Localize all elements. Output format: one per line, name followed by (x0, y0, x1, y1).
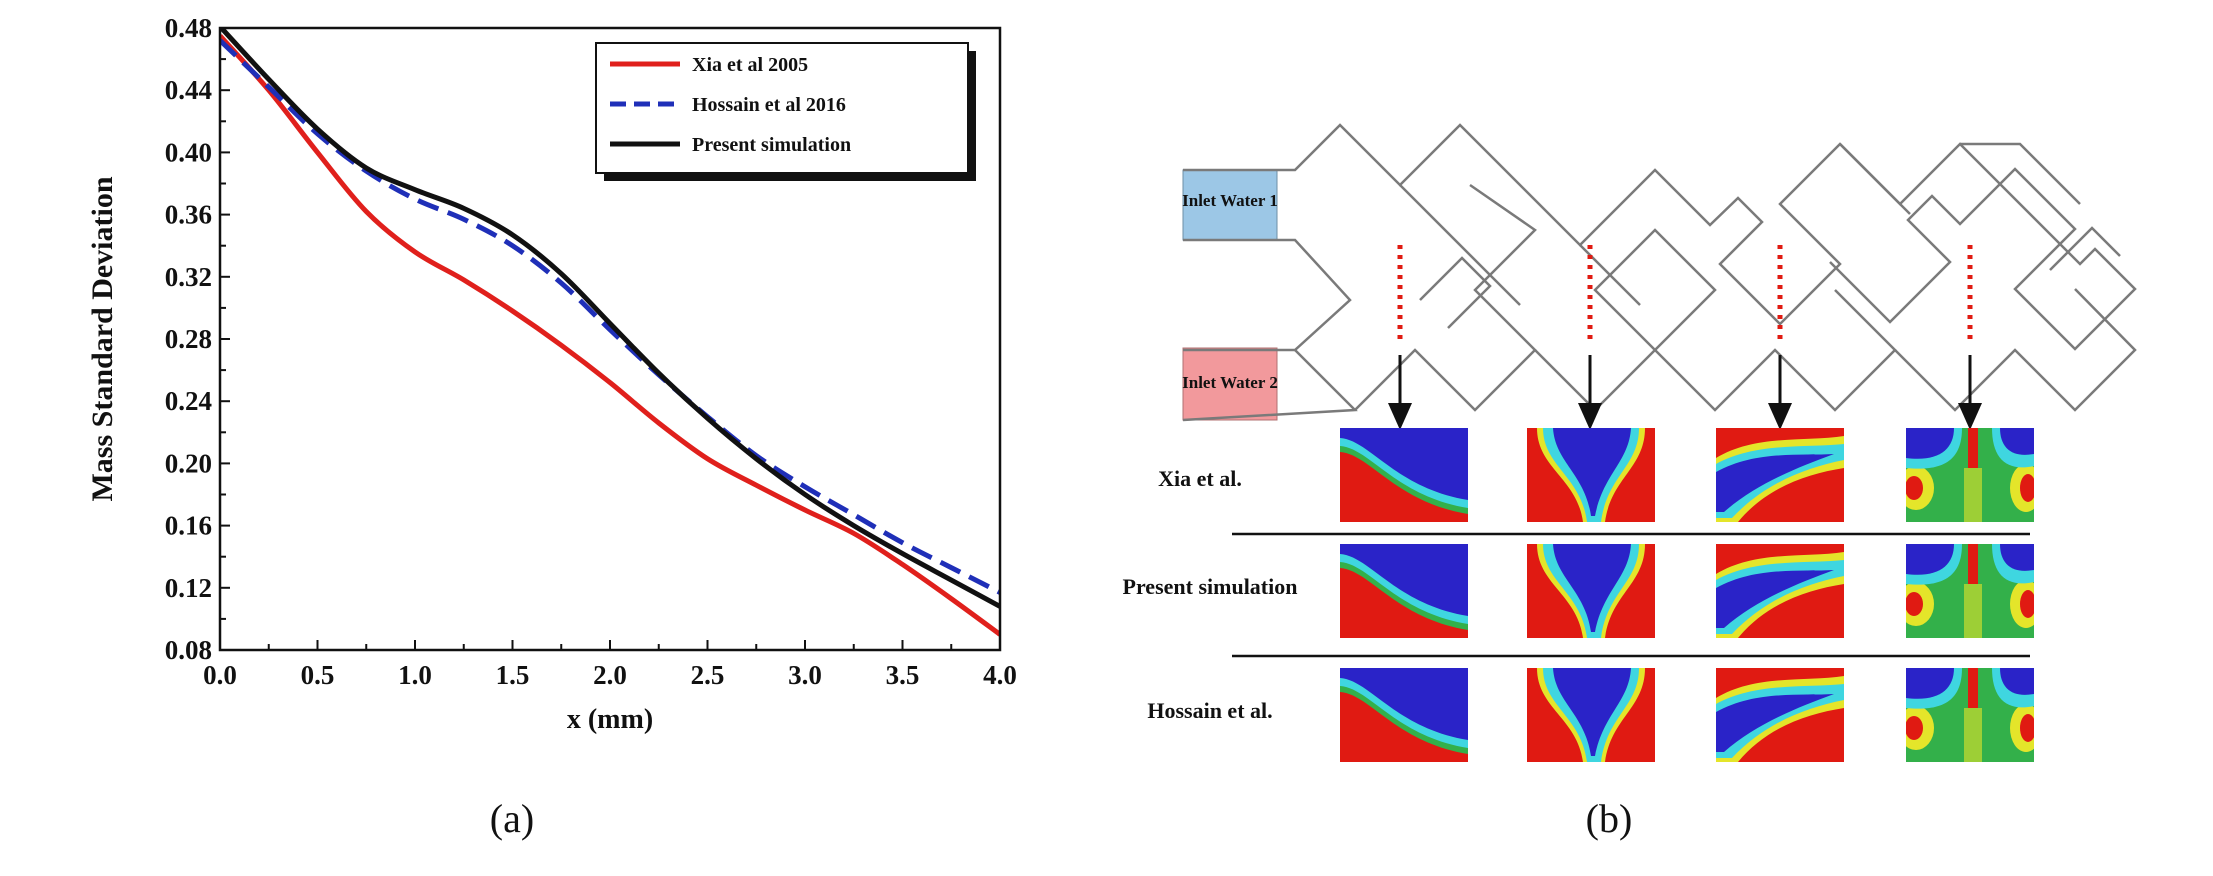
x-tick-label: 0.0 (203, 660, 237, 690)
y-tick-label: 0.16 (165, 511, 212, 541)
contour-image-r1-c1 (1340, 428, 1468, 522)
contour-fill (1527, 544, 1655, 638)
contour-image-r2-c1 (1340, 544, 1468, 638)
x-tick-label: 2.0 (593, 660, 627, 690)
y-tick-label: 0.40 (165, 137, 212, 167)
x-axis-label: x (mm) (567, 704, 653, 735)
x-tick-label: 1.5 (496, 660, 530, 690)
y-tick-label: 0.28 (165, 324, 212, 354)
inlet-water-2-label: Inlet Water 2 (1182, 373, 1278, 392)
contour-fill (1716, 668, 1844, 762)
contour-image-r3-c3 (1716, 668, 1844, 762)
contour-fill (1340, 428, 1468, 522)
y-tick-label: 0.24 (165, 386, 212, 416)
contour-fill (1906, 428, 2034, 522)
x-tick-label: 3.5 (886, 660, 920, 690)
inlet-water-1-label: Inlet Water 1 (1182, 191, 1278, 210)
contour-fill (1716, 428, 1844, 522)
x-tick-label: 0.5 (301, 660, 335, 690)
contour-fill (1906, 544, 2034, 638)
section-arrows (1388, 355, 1982, 430)
y-tick-label: 0.12 (165, 573, 212, 603)
inlet-water-2-box (1182, 347, 1278, 421)
y-tick-label: 0.36 (165, 200, 212, 230)
contour-image-r1-c4 (1906, 428, 2034, 522)
legend-items: Xia et al 2005 Hossain et al 2016 Present … (610, 54, 851, 156)
contour-image-r2-c3 (1716, 544, 1844, 638)
contour-image-r3-c1 (1340, 668, 1468, 762)
chart-series-layer (220, 28, 1000, 637)
caption-a: (a) (490, 796, 534, 841)
caption-b: (b) (1586, 796, 1633, 841)
inlet-water-1-box (1182, 169, 1278, 241)
y-tick-label: 0.44 (165, 75, 212, 105)
contour-image-r3-c2 (1527, 668, 1655, 762)
contour-fill (1340, 668, 1468, 762)
contour-image-r1-c3 (1716, 428, 1844, 522)
contour-image-r3-c4 (1906, 668, 2034, 762)
panel-b-schematic: Inlet Water 1 Inlet Water 2 (1090, 118, 2137, 778)
y-tick-label: 0.48 (165, 13, 212, 43)
chart-axes: 0.0 0.5 1.0 1.5 2.0 2.5 3.0 3.5 4.0 0.08 0.12 0.16 0… (165, 13, 1017, 690)
legend: Xia et al 2005 Hossain et al 2016 Present … (595, 42, 976, 181)
legend-label-0: Xia et al 2005 (692, 54, 808, 76)
row-label-xia: Xia et al. (1158, 466, 1242, 491)
y-tick-label: 0.20 (165, 448, 212, 478)
contour-image-r2-c2 (1527, 544, 1655, 638)
x-tick-label: 1.0 (398, 660, 432, 690)
row-label-hossain: Hossain et al. (1147, 698, 1272, 723)
series-line-2 (220, 28, 1000, 609)
contour-image-r2-c4 (1906, 544, 2034, 638)
contour-fill (1716, 544, 1844, 638)
series-line-1 (220, 38, 1000, 595)
x-tick-label: 4.0 (983, 660, 1017, 690)
y-tick-label: 0.08 (165, 635, 212, 665)
contour-fill (1527, 668, 1655, 762)
x-tick-label: 3.0 (788, 660, 822, 690)
y-tick-label: 0.32 (165, 262, 212, 292)
legend-label-1: Hossain et al 2016 (692, 94, 846, 116)
contour-image-r1-c2 (1527, 428, 1655, 522)
y-axis-label: Mass Standard Deviation (86, 176, 119, 501)
legend-label-2: Present simulation (692, 134, 851, 156)
contour-fill (1906, 668, 2034, 762)
cross-section-markers (1397, 245, 1973, 345)
contour-fill (1527, 428, 1655, 522)
micromixer-channel (1182, 123, 2137, 422)
x-tick-label: 2.5 (691, 660, 725, 690)
panel-a-chart: 0.0 0.5 1.0 1.5 2.0 2.5 3.0 3.5 4.0 0.08 0.12 0.16 0… (86, 13, 1017, 735)
row-label-present: Present simulation (1123, 574, 1298, 599)
contour-fill (1340, 544, 1468, 638)
contour-grid (1340, 428, 2034, 762)
series-line-0 (220, 34, 1000, 637)
